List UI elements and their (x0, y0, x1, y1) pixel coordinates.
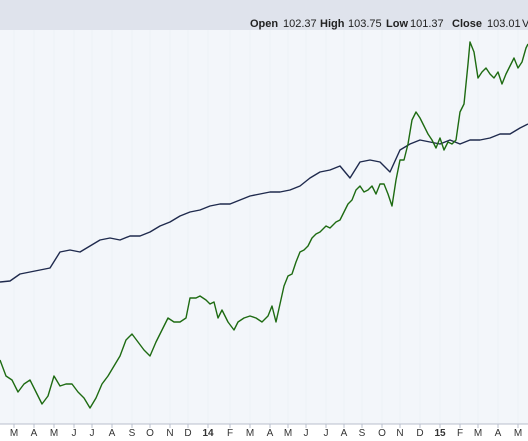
x-tick-label: M (246, 428, 254, 439)
close-value: 103.01 (487, 18, 521, 30)
open-value: 102.37 (283, 18, 317, 30)
x-tick-label: F (457, 428, 463, 439)
x-tick-label: F (227, 428, 233, 439)
close-label: Close (452, 18, 482, 30)
series-line-green (0, 41, 528, 409)
chart-header (0, 0, 528, 30)
header-trailing-text: V (522, 18, 528, 30)
ohlc-readout: Open 102.37 High 103.75 Low 101.37 Close… (250, 18, 528, 30)
x-tick-label: A (341, 428, 348, 439)
x-tick-label: J (324, 428, 329, 439)
x-tick-label: A (267, 428, 274, 439)
x-tick-label: A (109, 428, 116, 439)
x-tick-label: S (129, 428, 136, 439)
x-tick-label: D (416, 428, 423, 439)
plot-area (0, 30, 528, 424)
x-tick-label: J (72, 428, 77, 439)
x-axis-ticks: M A M J J A S O N D 14 F M A M J J A S O N D 15 F M A M (10, 424, 522, 439)
series-lines (0, 41, 528, 409)
low-value: 101.37 (410, 18, 444, 30)
x-tick-label: M (50, 428, 58, 439)
x-tick-label: O (146, 428, 154, 439)
high-value: 103.75 (348, 18, 382, 30)
low-label: Low (386, 18, 408, 30)
gridlines (13, 30, 519, 424)
x-tick-label: A (495, 428, 502, 439)
x-tick-label: D (184, 428, 191, 439)
high-label: High (320, 18, 345, 30)
x-tick-label: M (284, 428, 292, 439)
x-tick-label: M (514, 428, 522, 439)
x-tick-label: M (10, 428, 18, 439)
x-tick-label: S (359, 428, 366, 439)
x-tick-label: N (396, 428, 403, 439)
x-tick-year-label: 14 (202, 428, 214, 439)
open-label: Open (250, 18, 278, 30)
x-tick-label: M (474, 428, 482, 439)
x-tick-label: N (166, 428, 173, 439)
x-tick-year-label: 15 (434, 428, 446, 439)
x-tick-label: A (31, 428, 38, 439)
x-tick-label: O (378, 428, 386, 439)
x-tick-label: J (90, 428, 95, 439)
x-tick-label: J (304, 428, 309, 439)
